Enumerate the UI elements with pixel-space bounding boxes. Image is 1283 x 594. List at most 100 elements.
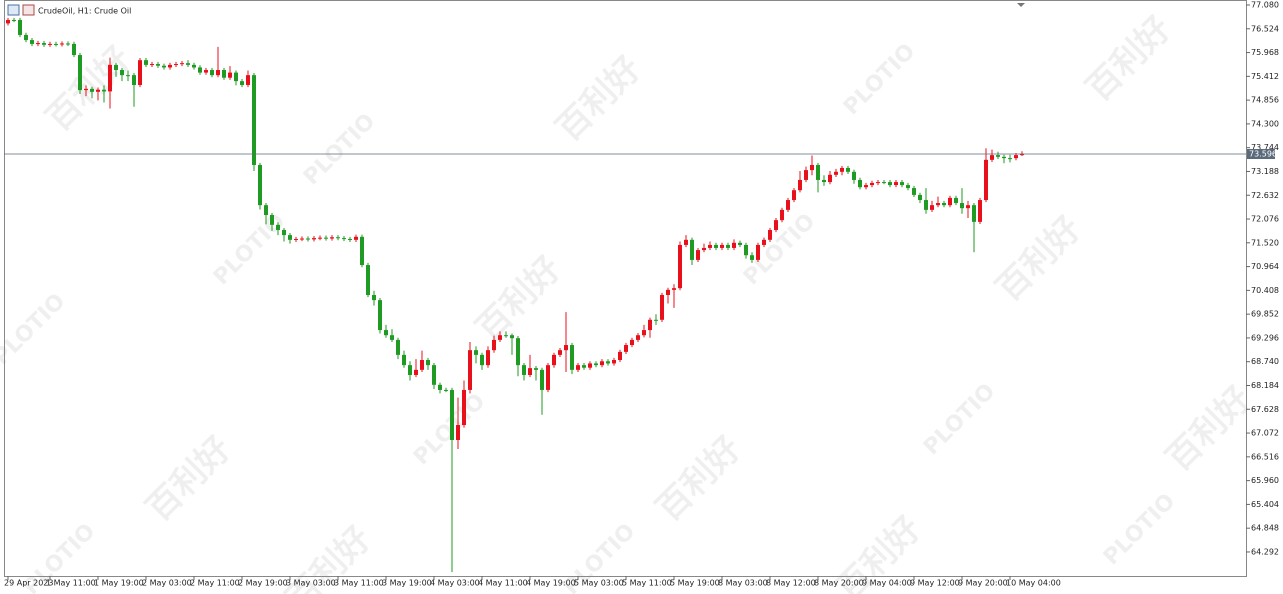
candle-body (672, 288, 676, 290)
candle-body (324, 237, 328, 239)
candle-body (864, 185, 868, 188)
candle-body (630, 339, 634, 346)
candle-body (180, 63, 184, 65)
candle-body (852, 171, 856, 180)
candle-body (984, 159, 988, 201)
last-price-label: 73.596 (1249, 150, 1277, 159)
candle-body (96, 89, 100, 92)
candle-body (510, 335, 514, 339)
candle-body (624, 345, 628, 352)
candle-body (246, 75, 250, 85)
y-tick-label: 72.076 (1251, 215, 1279, 224)
icon[interactable] (22, 4, 35, 16)
candle-body (606, 361, 610, 364)
candle-body (924, 200, 928, 210)
y-tick-label: 74.856 (1251, 96, 1279, 105)
y-tick-label: 73.744 (1251, 143, 1279, 152)
watermark: PLOTIO (209, 209, 290, 290)
watermark: PLOTIO (1099, 489, 1180, 570)
watermark: 百利好 (469, 249, 569, 349)
x-tick-label: 3 May 03:00 (286, 579, 336, 588)
watermark: 百利好 (139, 429, 239, 529)
candle-body (1002, 156, 1006, 159)
candle-body (792, 190, 796, 201)
y-tick-label: 75.412 (1251, 72, 1279, 81)
candle-body (888, 182, 892, 186)
candle-body (456, 425, 460, 440)
candle-body (150, 64, 154, 66)
candle-body (168, 64, 172, 68)
candle-body (1014, 155, 1018, 159)
candle-body (384, 330, 388, 336)
candle-body (966, 205, 970, 209)
candle-body (366, 265, 370, 295)
x-tick-label: 5 May 11:00 (622, 579, 672, 588)
watermark: PLOTIO (839, 39, 920, 120)
candle-body (738, 242, 742, 245)
candle-body (18, 19, 22, 35)
x-tick-label: 5 May 03:00 (574, 579, 624, 588)
y-tick-label: 68.184 (1251, 381, 1279, 390)
candle-body (408, 365, 412, 375)
candle-body (744, 244, 748, 256)
candle-body (414, 369, 418, 375)
x-tick-label: 29 Apr 2023 (4, 579, 53, 588)
candle-body (24, 34, 28, 41)
candle-body (396, 339, 400, 355)
candle-body (618, 351, 622, 361)
candle-body (1020, 153, 1024, 156)
candle-body (378, 300, 382, 331)
candle-body (534, 368, 538, 370)
candle-body (372, 294, 376, 301)
watermark: 百利好 (39, 39, 139, 139)
candle-body (126, 75, 130, 77)
x-tick-label: 2 May 19:00 (238, 579, 288, 588)
watermark: 百利好 (1159, 379, 1259, 479)
candle-body (132, 75, 136, 85)
candle-body (978, 200, 982, 222)
candle-body (312, 238, 316, 240)
candle-body (144, 60, 148, 65)
candle-body (660, 294, 664, 320)
candle-body (930, 205, 934, 210)
candle-body (690, 239, 694, 260)
candle-body (906, 185, 910, 189)
candle-body (162, 65, 166, 68)
candle-body (42, 43, 46, 45)
candle-body (696, 250, 700, 260)
candle-body (474, 350, 478, 355)
candle-body (528, 368, 532, 375)
candle-body (516, 338, 520, 366)
candle-body (270, 215, 274, 225)
candle-body (900, 182, 904, 186)
candle-body (960, 203, 964, 209)
candle-body (54, 43, 58, 45)
candle-body (774, 220, 778, 230)
candle-body (756, 244, 760, 260)
candle-body (300, 238, 304, 240)
y-tick-label: 69.852 (1251, 310, 1279, 319)
watermark-text: PLOTIO (409, 389, 490, 470)
x-tick-label: 3 May 19:00 (382, 579, 432, 588)
candle-body (114, 64, 118, 71)
candle-body (78, 55, 82, 91)
candle-body (222, 70, 226, 78)
watermark: PLOTIO (409, 389, 490, 470)
candle-body (600, 361, 604, 366)
watermark-text: 百利好 (139, 429, 239, 529)
watermark-text: PLOTIO (209, 209, 290, 290)
candle-body (858, 179, 862, 188)
x-tick-label: 10 May 04:00 (1006, 579, 1061, 588)
watermark: PLOTIO (0, 289, 70, 370)
candle-body (522, 365, 526, 375)
icon[interactable] (7, 4, 20, 16)
candle-body (582, 365, 586, 368)
candle-body (156, 64, 160, 66)
candle-body (450, 389, 454, 440)
candle-body (870, 182, 874, 186)
candle-body (636, 335, 640, 340)
x-tick-label: 2 May 03:00 (142, 579, 192, 588)
candle-body (768, 229, 772, 240)
y-tick-label: 67.628 (1251, 405, 1279, 414)
watermark-layer: 百利好 PLOTIO 百利好 PLOTIO 百利好 PLOTIO 百利好 PLOTIO 百利好 P… (0, 9, 1259, 594)
